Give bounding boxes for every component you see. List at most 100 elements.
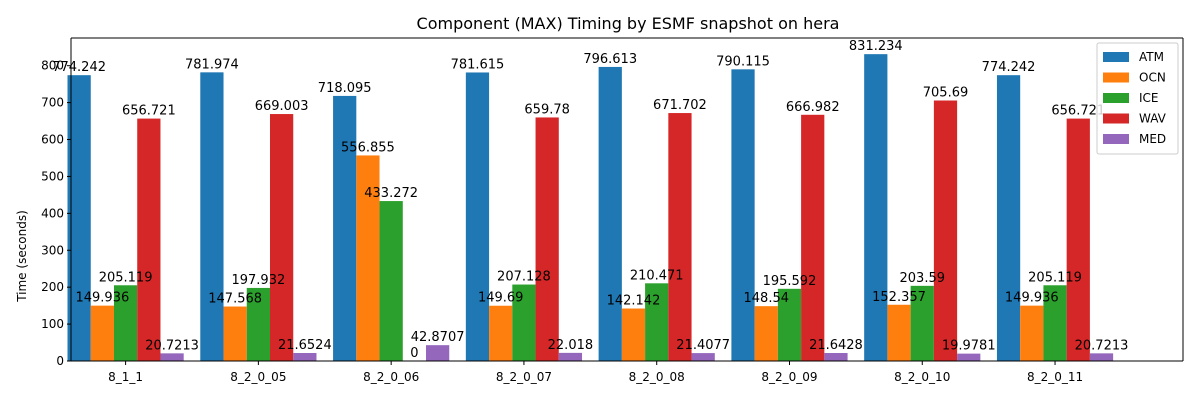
legend: ATM OCN ICE WAV MED (1096, 42, 1179, 155)
legend-swatch (1103, 72, 1129, 83)
bar-med (558, 352, 583, 361)
data-label: 21.6524 (278, 338, 332, 353)
y-tick-label: 100 (41, 317, 64, 331)
data-label: 21.4077 (676, 338, 730, 353)
data-label: 556.855 (341, 140, 395, 155)
bar-ice (645, 283, 669, 361)
data-label: 831.234 (849, 39, 903, 54)
legend-swatch (1103, 52, 1129, 62)
data-label: 666.982 (786, 100, 840, 115)
bar-ice (910, 285, 934, 361)
y-tick-label: 400 (41, 206, 64, 220)
bar-wav (801, 114, 825, 361)
data-label: 656.721 (122, 104, 176, 119)
data-label: 671.702 (653, 98, 707, 113)
data-label: 195.592 (763, 274, 817, 289)
data-label: 796.613 (583, 52, 637, 67)
bar-med (426, 345, 450, 361)
bar-ocn (356, 155, 380, 361)
bar-ocn (621, 308, 646, 361)
legend-swatch (1103, 113, 1129, 124)
y-tick-label: 600 (41, 133, 64, 147)
data-label: 659.78 (524, 102, 570, 117)
x-tick-label: 8_2_0_06 (363, 370, 419, 384)
y-tick-label: 700 (41, 96, 64, 110)
data-label: 142.142 (607, 294, 661, 309)
bar-med (824, 353, 848, 361)
data-label: 210.471 (630, 268, 684, 283)
data-label: 207.128 (497, 270, 551, 285)
data-label: 0 (410, 346, 418, 361)
plot-area: 774.242 781.974 718.095 781.615 796.613 790.1… (41, 37, 1184, 384)
x-tick-label: 8_2_0_05 (230, 370, 286, 384)
data-label: 669.003 (255, 99, 309, 114)
bar-atm (996, 75, 1021, 361)
data-label: 197.932 (231, 273, 285, 288)
y-tick-label: 0 (56, 354, 64, 368)
bar-med (293, 353, 317, 361)
legend-label: ICE (1139, 91, 1159, 105)
chart-title: Component (MAX) Timing by ESMF snapshot … (417, 14, 840, 33)
y-tick-label: 500 (41, 169, 64, 183)
x-tick-label: 8_2_0_09 (761, 370, 817, 384)
bar-ocn (754, 306, 778, 361)
data-label: 205.119 (99, 270, 153, 285)
bar-med (691, 353, 715, 361)
y-tick-label: 300 (41, 243, 64, 257)
data-label: 718.095 (318, 81, 372, 96)
data-label: 148.54 (744, 291, 790, 306)
bar-atm (598, 66, 622, 361)
data-label: 203.59 (900, 271, 946, 286)
y-tick-label: 800 (41, 59, 64, 73)
bar-ocn (887, 304, 911, 361)
bar-ocn (1020, 305, 1044, 361)
data-label: 205.119 (1028, 270, 1082, 285)
bar-wav (270, 114, 294, 361)
bar-med (957, 353, 981, 361)
data-label: 149.936 (1005, 291, 1059, 306)
legend-swatch (1103, 134, 1129, 144)
bar-ocn (90, 305, 114, 361)
data-label: 22.018 (548, 338, 594, 353)
data-label: 147.568 (208, 292, 262, 307)
bar-atm (864, 54, 888, 361)
data-label: 20.7213 (145, 338, 199, 353)
legend-box (1096, 42, 1179, 155)
x-tick-label: 8_2_0_11 (1027, 370, 1083, 384)
x-tick-label: 8_1_1 (108, 370, 143, 384)
bar-med (160, 353, 184, 361)
data-label: 20.7213 (1075, 338, 1129, 353)
data-label: 781.615 (451, 57, 505, 72)
data-label: 790.115 (716, 54, 770, 69)
data-label: 149.69 (478, 291, 524, 306)
bar-atm (731, 69, 755, 361)
bar-wav (933, 100, 958, 361)
bar-med (1089, 353, 1114, 361)
bar-ice (512, 284, 536, 361)
bar-atm (465, 72, 490, 361)
legend-label: ATM (1139, 50, 1164, 64)
data-label: 21.6428 (809, 338, 863, 353)
bar-ice (379, 201, 403, 361)
data-label: 781.974 (185, 57, 239, 72)
data-label: 19.9781 (942, 339, 996, 354)
y-tick-label: 200 (41, 280, 64, 294)
bar-atm (67, 75, 91, 361)
y-axis-label: Time (seconds) (15, 210, 29, 303)
bar-ice (1043, 285, 1067, 361)
x-tick-label: 8_2_0_07 (496, 370, 552, 384)
data-label: 152.357 (872, 290, 926, 305)
legend-label: WAV (1139, 112, 1167, 126)
data-label: 433.272 (364, 186, 418, 201)
bar-ice (777, 288, 802, 361)
data-label: 774.242 (52, 60, 106, 75)
data-label: 774.242 (982, 60, 1036, 75)
bar-wav (137, 118, 161, 361)
bar-wav (1066, 118, 1090, 361)
x-tick-label: 8_2_0_10 (894, 370, 950, 384)
bar-ice (113, 285, 138, 361)
bar-ocn (223, 306, 247, 361)
legend-label: OCN (1139, 71, 1166, 85)
data-label: 705.69 (923, 86, 969, 101)
